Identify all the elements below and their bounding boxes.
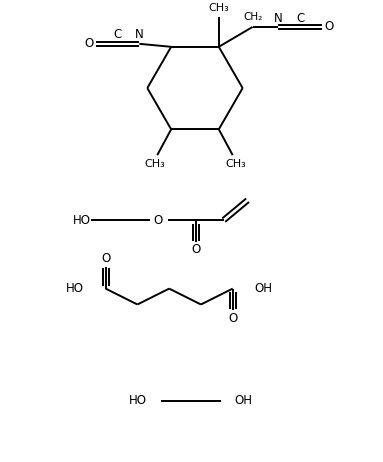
- Text: CH₃: CH₃: [225, 159, 246, 169]
- Text: N: N: [274, 12, 283, 24]
- Text: N: N: [135, 28, 144, 42]
- Text: HO: HO: [73, 213, 91, 226]
- Text: O: O: [154, 213, 163, 226]
- Text: O: O: [228, 312, 237, 325]
- Text: CH₂: CH₂: [243, 12, 262, 22]
- Text: CH₃: CH₃: [144, 159, 165, 169]
- Text: CH₃: CH₃: [208, 3, 229, 13]
- Text: C: C: [113, 28, 122, 42]
- Text: HO: HO: [66, 282, 84, 295]
- Text: C: C: [296, 12, 304, 24]
- Text: O: O: [324, 20, 334, 33]
- Text: HO: HO: [129, 394, 147, 407]
- Text: O: O: [192, 243, 201, 256]
- Text: OH: OH: [235, 394, 253, 407]
- Text: O: O: [101, 252, 110, 265]
- Text: OH: OH: [255, 282, 273, 295]
- Text: O: O: [84, 37, 93, 50]
